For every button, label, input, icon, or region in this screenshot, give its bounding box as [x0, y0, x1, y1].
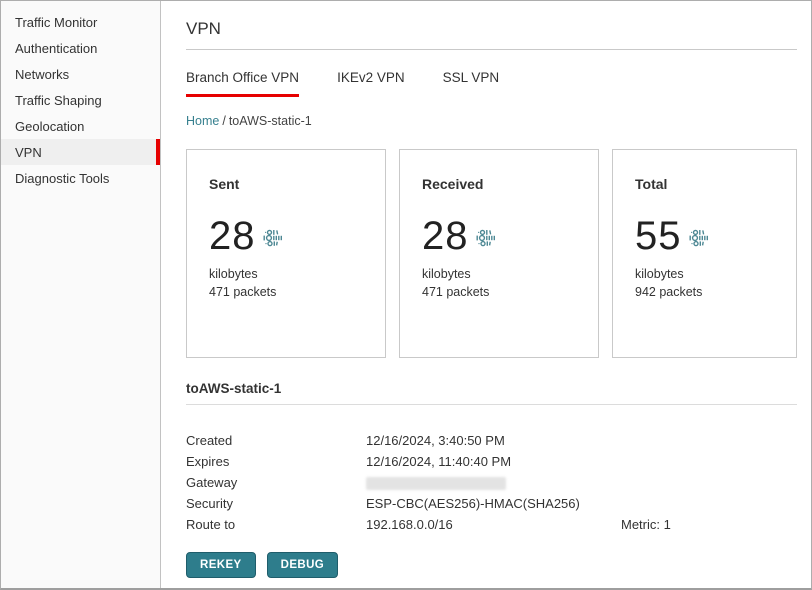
tunnel-details: Created 12/16/2024, 3:40:50 PM Expires 1… [186, 433, 797, 533]
sent-value: 28 [209, 214, 256, 258]
active-indicator [156, 139, 160, 165]
total-packets: 942 packets [635, 285, 703, 299]
page-title: VPN [186, 19, 221, 38]
card-title: Received [422, 176, 484, 192]
debug-button[interactable]: DEBUG [266, 552, 339, 578]
card-title: Total [635, 176, 668, 192]
sidebar-item-diagnostic-tools[interactable]: Diagnostic Tools [1, 165, 160, 191]
received-packets: 471 packets [422, 285, 490, 299]
sidebar-item-traffic-shaping[interactable]: Traffic Shaping [1, 87, 160, 113]
sidebar: Traffic Monitor Authentication Networks … [1, 1, 161, 588]
main-content: VPN Branch Office VPN IKEv2 VPN SSL VPN … [161, 1, 811, 588]
security-value: ESP-CBC(AES256)-HMAC(SHA256) [366, 496, 580, 511]
tunnel-section-title: toAWS-static-1 [186, 381, 797, 405]
vpn-tabs: Branch Office VPN IKEv2 VPN SSL VPN [186, 70, 797, 97]
binary-data-icon [476, 229, 495, 246]
total-value: 55 [635, 214, 682, 258]
route-to-value: 192.168.0.0/16 [366, 517, 453, 532]
received-card: Received 28 kilobytes 471 packets [399, 149, 599, 358]
sidebar-item-authentication[interactable]: Authentication [1, 35, 160, 61]
detail-row-route-to: Route to 192.168.0.0/16 Metric: 1 [186, 517, 797, 533]
sent-packets: 471 packets [209, 285, 277, 299]
detail-row-created: Created 12/16/2024, 3:40:50 PM [186, 433, 797, 449]
sidebar-item-label: Traffic Monitor [15, 14, 98, 30]
sidebar-item-label: Traffic Shaping [15, 92, 102, 108]
breadcrumb-home-link[interactable]: Home [186, 114, 220, 128]
detail-row-security: Security ESP-CBC(AES256)-HMAC(SHA256) [186, 496, 797, 512]
stat-cards: Sent 28 kilobytes 471 packets Received 2… [186, 149, 797, 358]
breadcrumb-separator: / [222, 114, 226, 128]
detail-row-gateway: Gateway [186, 475, 797, 491]
card-title: Sent [209, 176, 240, 192]
sidebar-item-label: Diagnostic Tools [15, 170, 110, 186]
total-unit: kilobytes [635, 267, 684, 281]
tab-branch-office-vpn[interactable]: Branch Office VPN [186, 70, 300, 97]
sidebar-item-label: Geolocation [15, 118, 85, 134]
detail-label: Gateway [186, 475, 238, 490]
sidebar-item-label: Networks [15, 66, 70, 82]
binary-data-icon [689, 229, 708, 246]
binary-data-icon [263, 229, 282, 246]
expires-value: 12/16/2024, 11:40:40 PM [366, 454, 512, 469]
sent-unit: kilobytes [209, 267, 258, 281]
created-value: 12/16/2024, 3:40:50 PM [366, 433, 505, 448]
route-metric: Metric: 1 [621, 517, 671, 532]
sidebar-item-label: VPN [15, 144, 42, 160]
tab-ikev2-vpn[interactable]: IKEv2 VPN [337, 70, 405, 85]
sidebar-item-vpn[interactable]: VPN [1, 139, 160, 165]
detail-label: Route to [186, 517, 236, 532]
tab-ssl-vpn[interactable]: SSL VPN [442, 70, 500, 85]
sent-card: Sent 28 kilobytes 471 packets [186, 149, 386, 358]
detail-label: Security [186, 496, 233, 511]
sidebar-item-traffic-monitor[interactable]: Traffic Monitor [1, 9, 160, 35]
sidebar-item-networks[interactable]: Networks [1, 61, 160, 87]
gateway-redacted-value [366, 476, 506, 490]
breadcrumb-current: toAWS-static-1 [228, 114, 312, 128]
received-unit: kilobytes [422, 267, 471, 281]
detail-label: Expires [186, 454, 230, 469]
sidebar-item-label: Authentication [15, 40, 98, 56]
breadcrumb: Home / toAWS-static-1 [186, 113, 797, 129]
received-value: 28 [422, 214, 469, 258]
action-buttons: REKEY DEBUG [186, 552, 797, 578]
total-card: Total 55 kilobytes 942 packets [612, 149, 797, 358]
detail-label: Created [186, 433, 233, 448]
sidebar-item-geolocation[interactable]: Geolocation [1, 113, 160, 139]
rekey-button[interactable]: REKEY [186, 552, 256, 578]
detail-row-expires: Expires 12/16/2024, 11:40:40 PM [186, 454, 797, 470]
page-header: VPN [186, 19, 797, 50]
